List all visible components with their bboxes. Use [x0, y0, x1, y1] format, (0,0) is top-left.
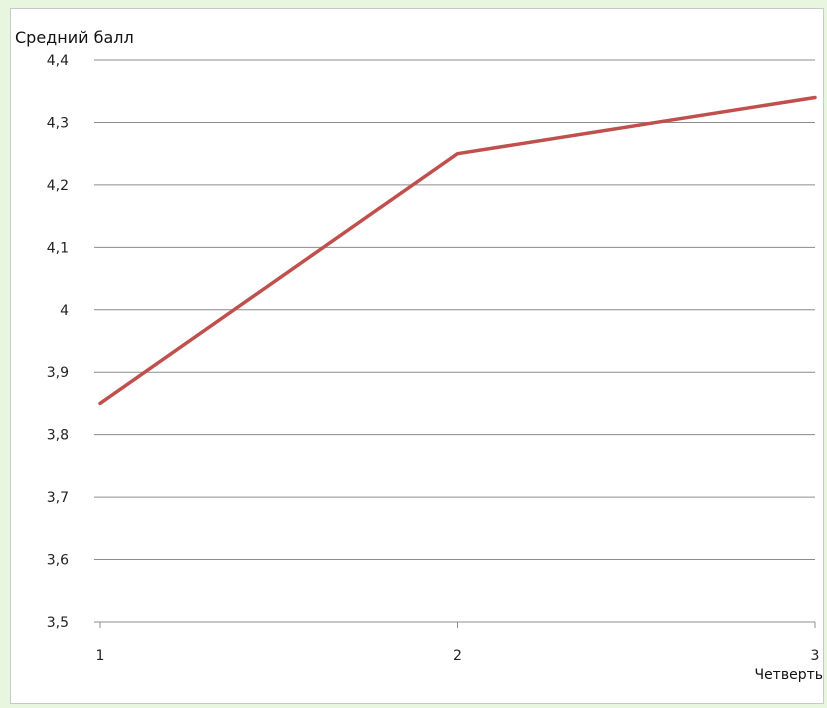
y-tick-label: 3,5 — [47, 615, 69, 631]
x-tick-label: 2 — [453, 648, 462, 664]
series-line — [98, 95, 817, 406]
y-tick-label: 4 — [60, 303, 69, 319]
y-tick-label: 3,8 — [47, 428, 69, 444]
y-tick-label: 3,9 — [47, 365, 69, 381]
x-axis-ticks: 1 2 3 — [96, 622, 820, 664]
y-tick-label: 4,3 — [47, 115, 69, 131]
chart-area: 3,5 3,6 3,7 3,8 3,9 4 4,1 4,2 4,3 4,4 1 2 3 Средний… — [10, 8, 824, 704]
x-tick-label: 3 — [811, 648, 820, 664]
y-axis-ticks: 3,5 3,6 3,7 3,8 3,9 4 4,1 4,2 4,3 4,4 — [47, 53, 69, 631]
y-tick-label: 4,4 — [47, 53, 69, 69]
y-tick-label: 3,7 — [47, 490, 69, 506]
y-tick-label: 4,2 — [47, 178, 69, 194]
gridlines — [94, 59, 815, 623]
y-tick-label: 3,6 — [47, 553, 69, 569]
y-axis-title: Средний балл — [15, 28, 134, 47]
series-group — [98, 95, 817, 406]
x-tick-label: 1 — [96, 648, 105, 664]
x-axis-title: Четверть — [754, 667, 823, 683]
y-tick-label: 4,1 — [47, 240, 69, 256]
line-chart: 3,5 3,6 3,7 3,8 3,9 4 4,1 4,2 4,3 4,4 1 2 3 Средний… — [15, 28, 823, 683]
